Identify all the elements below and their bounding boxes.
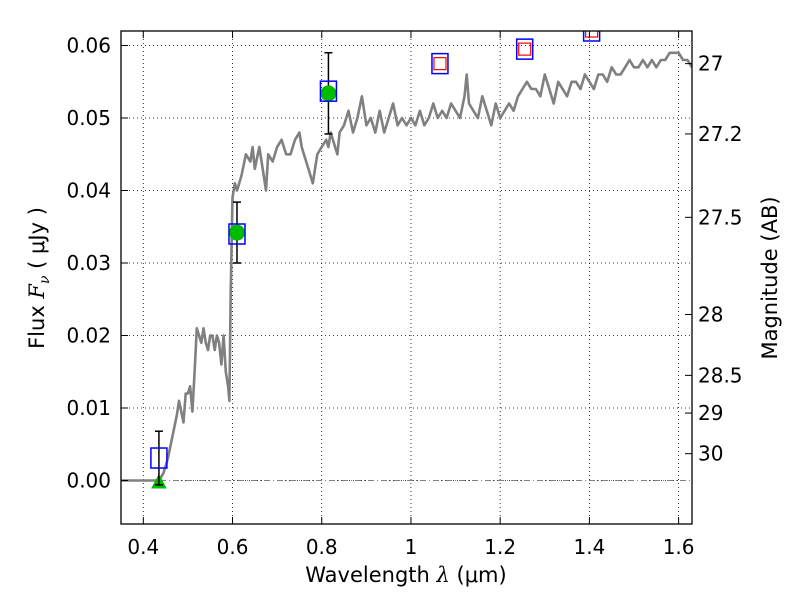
y2-axis-ticks: 27 27.2 27.5 28 28.5 29 30 [685, 52, 743, 466]
x-axis-ticks: 0.4 0.6 0.8 1 1.2 1.4 1.6 [127, 31, 695, 559]
photometry-point [320, 85, 337, 102]
x-tick-label: 0.4 [127, 535, 159, 559]
x-axis-title: Wavelength λ (μm) [305, 563, 506, 587]
spectrum-line [121, 51, 692, 482]
y-tick-label: 0.06 [66, 34, 111, 58]
model-band-inner-marker [518, 42, 532, 56]
x-tick-label: 1.2 [484, 535, 516, 559]
y-tick-label: 0.03 [66, 251, 111, 275]
y2-tick-label: 27 [698, 52, 723, 76]
y-axis-ticks: 0.00 0.01 0.02 0.03 0.04 0.05 0.06 [66, 34, 128, 493]
y2-tick-label: 28.5 [698, 363, 743, 387]
y2-tick-label: 29 [698, 401, 723, 425]
model-band-marker [515, 38, 534, 60]
model-band-inner-marker [433, 57, 447, 71]
y-tick-label: 0.02 [66, 324, 111, 348]
x-tick-label: 0.6 [217, 535, 249, 559]
x-tick-label: 0.8 [306, 535, 338, 559]
photometry-markers [150, 31, 601, 489]
y-tick-label: 0.04 [66, 179, 111, 203]
model-band-inner-marker [585, 31, 599, 38]
model-band-marker [582, 31, 601, 42]
y-tick-label: 0.01 [66, 396, 111, 420]
y-tick-label: 0.05 [66, 106, 111, 130]
y2-axis-title: Magnitude (AB) [758, 196, 782, 359]
plot-frame [120, 30, 693, 525]
y-tick-label: 0.00 [66, 469, 111, 493]
model-spectrum [121, 51, 692, 482]
grid-lines [121, 31, 692, 524]
model-band-marker [319, 80, 338, 102]
model-band-marker [150, 447, 168, 469]
y2-tick-label: 30 [698, 442, 723, 466]
x-tick-label: 1 [405, 535, 418, 559]
y2-tick-label: 27.2 [698, 122, 743, 146]
model-band-marker [431, 52, 449, 75]
x-tick-label: 1.4 [573, 535, 605, 559]
y-axis-title: Flux Fν ( μJy ) [25, 207, 53, 349]
y2-tick-label: 28 [698, 302, 723, 326]
model-band-marker [228, 223, 246, 245]
photometry-point [228, 224, 245, 241]
y2-tick-label: 27.5 [698, 205, 743, 229]
x-tick-label: 1.6 [663, 535, 695, 559]
